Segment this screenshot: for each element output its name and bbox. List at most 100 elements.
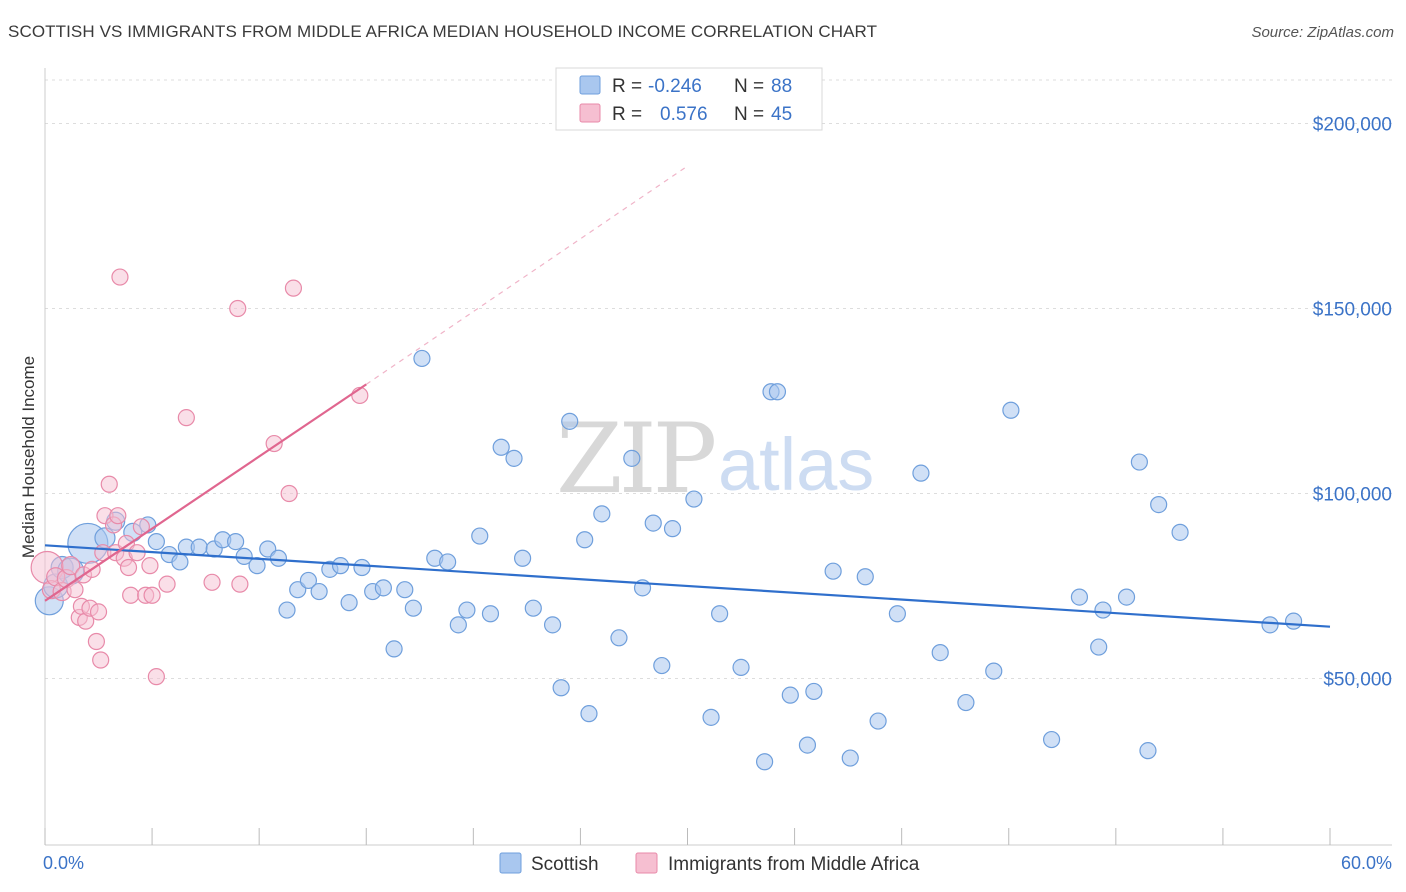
bottom-legend-label-scottish: Scottish [531, 854, 599, 875]
scottish-point [353, 558, 371, 577]
scottish-point [663, 520, 682, 538]
legend-swatch-middle-africa [579, 103, 601, 123]
scottish-point [481, 605, 500, 623]
scottish-point [576, 531, 594, 549]
scottish-point [1130, 453, 1148, 471]
x-axis-ticks [44, 828, 1331, 845]
source-credit: Source: ZipAtlas.com [1251, 24, 1394, 41]
y-tick-labels: $50,000 $100,000 $150,000 $200,000 [1313, 115, 1392, 691]
chart-title: SCOTTISH VS IMMIGRANTS FROM MIDDLE AFRIC… [8, 22, 878, 41]
trend-lines [44, 165, 1331, 628]
middle-africa-point [128, 544, 146, 562]
legend-n-value-scottish: 88 [771, 76, 792, 97]
scottish-point [1171, 523, 1189, 541]
y-tick-label-200000: $200,000 [1313, 115, 1392, 136]
scottish-point [985, 662, 1003, 680]
scottish-point [1002, 401, 1020, 419]
scottish-point [449, 616, 467, 634]
middle-africa-point [229, 299, 247, 318]
scottish-point [702, 708, 720, 726]
middle-africa-point [231, 575, 249, 593]
scottish-point [931, 643, 949, 662]
scottish-point [653, 656, 671, 675]
scottish-point [1070, 588, 1089, 606]
scottish-point [610, 629, 628, 647]
scottish-point [888, 605, 906, 623]
scottish-point [374, 579, 392, 597]
scottish-point [957, 693, 975, 712]
middle-africa-point [119, 558, 138, 577]
x-tick-label-min: 0.0% [43, 853, 84, 873]
scottish-trend-line [44, 544, 1331, 628]
middle-africa-trend-line [44, 383, 367, 602]
scottish-point [869, 712, 887, 730]
middle-africa-point [265, 434, 283, 453]
middle-africa-point [61, 556, 81, 576]
scottish-point [458, 601, 476, 619]
scottish-point [561, 412, 579, 430]
scottish-point [644, 514, 662, 532]
middle-africa-points [30, 268, 369, 686]
bottom-legend-label-middle-africa: Immigrants from Middle Africa [668, 854, 920, 875]
scottish-point [1261, 616, 1279, 634]
y-tick-label-150000: $150,000 [1313, 300, 1392, 321]
middle-africa-point [100, 475, 118, 493]
scottish-point [404, 599, 422, 617]
middle-africa-point [284, 279, 303, 297]
scottish-point [385, 640, 403, 658]
scottish-point [1117, 588, 1136, 606]
scottish-point [711, 605, 729, 623]
scottish-points [34, 349, 1303, 771]
scottish-point [580, 705, 598, 723]
scottish-point [340, 594, 358, 612]
legend-r-label-scottish: R = [612, 76, 642, 97]
middle-africa-point [141, 557, 159, 575]
middle-africa-point [280, 484, 298, 503]
legend-n-label-scottish: N = [734, 76, 764, 97]
middle-africa-point [87, 632, 106, 651]
legend-r-label-middle-africa: R = [612, 104, 642, 125]
middle-africa-point [177, 409, 195, 427]
scottish-point [331, 557, 350, 575]
scottish-point [1094, 601, 1112, 619]
scottish-point [685, 490, 703, 508]
scottish-point [732, 658, 750, 677]
scottish-point [1042, 730, 1061, 749]
legend-r-value-middle-africa: 0.576 [660, 104, 708, 125]
middle-africa-point [143, 586, 161, 604]
y-tick-label-100000: $100,000 [1313, 485, 1392, 506]
scottish-point [439, 553, 457, 571]
middle-africa-point [122, 586, 140, 604]
scottish-point [413, 349, 431, 368]
scottish-point [1139, 742, 1157, 760]
middle-africa-point [109, 507, 127, 525]
scottish-point [552, 679, 570, 697]
scottish-point [912, 464, 930, 482]
scottish-point [841, 749, 859, 767]
series-legend: Scottish Immigrants from Middle Africa [499, 852, 920, 875]
middle-africa-trend-extension [365, 165, 688, 385]
scottish-point [513, 549, 532, 567]
scottish-point [299, 571, 318, 590]
scottish-point [768, 383, 787, 401]
middle-africa-point [111, 268, 129, 286]
y-tick-label-50000: $50,000 [1323, 670, 1392, 691]
legend-r-value-scottish: -0.246 [648, 76, 702, 97]
bottom-legend-swatch-scottish [499, 852, 522, 874]
scottish-point [1150, 496, 1168, 514]
x-tick-label-max: 60.0% [1341, 853, 1392, 873]
scottish-point [755, 753, 774, 771]
scottish-point [623, 449, 641, 467]
scottish-point [492, 438, 510, 456]
scottish-point [227, 532, 245, 551]
scottish-point [471, 527, 489, 545]
y-axis-label: Median Household Income [19, 356, 38, 558]
scottish-point [798, 736, 817, 754]
middle-africa-point [158, 575, 176, 593]
watermark-atlas: atlas [718, 423, 874, 506]
scottish-point [805, 682, 823, 701]
scottish-point [278, 601, 296, 619]
stats-legend: R = -0.246 N = 88 R = 0.576 N = 45 [555, 67, 823, 131]
middle-africa-point [92, 651, 110, 669]
scottish-point [524, 599, 542, 617]
